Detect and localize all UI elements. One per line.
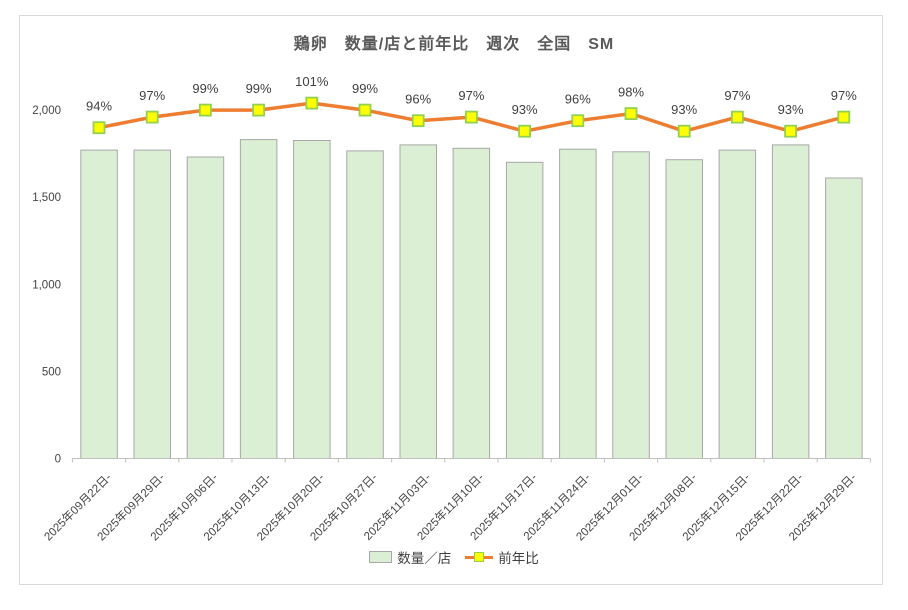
bar (718, 149, 757, 459)
yoy-marker-icon (571, 114, 585, 128)
bar (559, 148, 597, 459)
yoy-data-label: 99% (352, 81, 378, 96)
bar (452, 147, 491, 460)
yoy-data-label: 97% (724, 88, 750, 103)
yoy-line-series (92, 96, 851, 138)
yoy-data-label: 101% (295, 74, 329, 89)
yoy-marker-icon (358, 103, 372, 117)
yoy-marker-icon (784, 124, 797, 138)
y-tick-label: 1,500 (32, 192, 61, 204)
yoy-marker-icon (198, 103, 212, 117)
legend: 数量／店 前年比 (0, 546, 908, 568)
yoy-data-label: 97% (458, 88, 484, 103)
yoy-data-label: 98% (618, 85, 644, 100)
line-marker-icon (474, 552, 485, 562)
yoy-data-label: 96% (405, 92, 431, 107)
legend-item-quantity: 数量／店 (369, 547, 451, 567)
x-axis (71, 458, 871, 463)
chart-title: 鶏卵 数量/店と前年比 週次 全国 SM (293, 36, 615, 53)
y-tick-label: 0 (55, 454, 61, 466)
bar (80, 149, 118, 459)
yoy-data-label: 97% (831, 88, 857, 103)
legend-bar-label: 数量／店 (397, 551, 452, 566)
yoy-data-labels: 94% 97% 99% 99% 101% 99% 96% 97% 93% 96% 98% 93% 97%… (86, 74, 857, 117)
yoy-marker-icon (145, 110, 159, 124)
yoy-data-label: 99% (246, 81, 272, 96)
y-tick-label: 500 (42, 366, 61, 378)
yoy-data-label: 96% (565, 92, 591, 107)
line-series-swatch-icon (465, 551, 494, 563)
yoy-marker-icon (518, 124, 531, 138)
y-axis-labels: 0 500 1,000 1,500 2,000 (32, 105, 61, 466)
bar (771, 144, 810, 459)
bar (505, 161, 544, 460)
y-tick-label: 2,000 (32, 105, 61, 117)
y-tick-label: 1,000 (32, 279, 61, 291)
yoy-marker-icon (92, 121, 106, 135)
yoy-marker-icon (252, 103, 266, 117)
bar (665, 159, 703, 459)
x-axis-labels: 2025年09月22日-2025年09月29日-2025年10月06日-2025… (41, 470, 859, 543)
bar (133, 149, 171, 459)
bar (399, 144, 437, 459)
bar (612, 151, 650, 460)
yoy-data-label: 97% (139, 88, 165, 103)
yoy-data-label: 94% (86, 99, 112, 114)
yoy-data-label: 99% (192, 81, 218, 96)
yoy-marker-icon (305, 96, 319, 110)
yoy-data-label: 93% (671, 102, 697, 117)
yoy-data-label: 93% (512, 102, 538, 117)
yoy-marker-icon (464, 110, 478, 124)
yoy-marker-icon (411, 114, 425, 128)
yoy-marker-icon (837, 110, 851, 124)
legend-item-yoy: 前年比 (465, 547, 539, 567)
bar-series-swatch-icon (369, 551, 393, 563)
legend-line-label: 前年比 (498, 551, 539, 566)
yoy-marker-icon (677, 124, 691, 138)
yoy-marker-icon (731, 110, 744, 124)
bar (239, 139, 278, 459)
bar (186, 156, 225, 459)
yoy-marker-icon (624, 107, 638, 120)
yoy-data-label: 93% (778, 102, 804, 117)
bar-series (80, 139, 863, 460)
bar (346, 150, 384, 459)
bar (293, 140, 331, 459)
bar (825, 177, 863, 459)
